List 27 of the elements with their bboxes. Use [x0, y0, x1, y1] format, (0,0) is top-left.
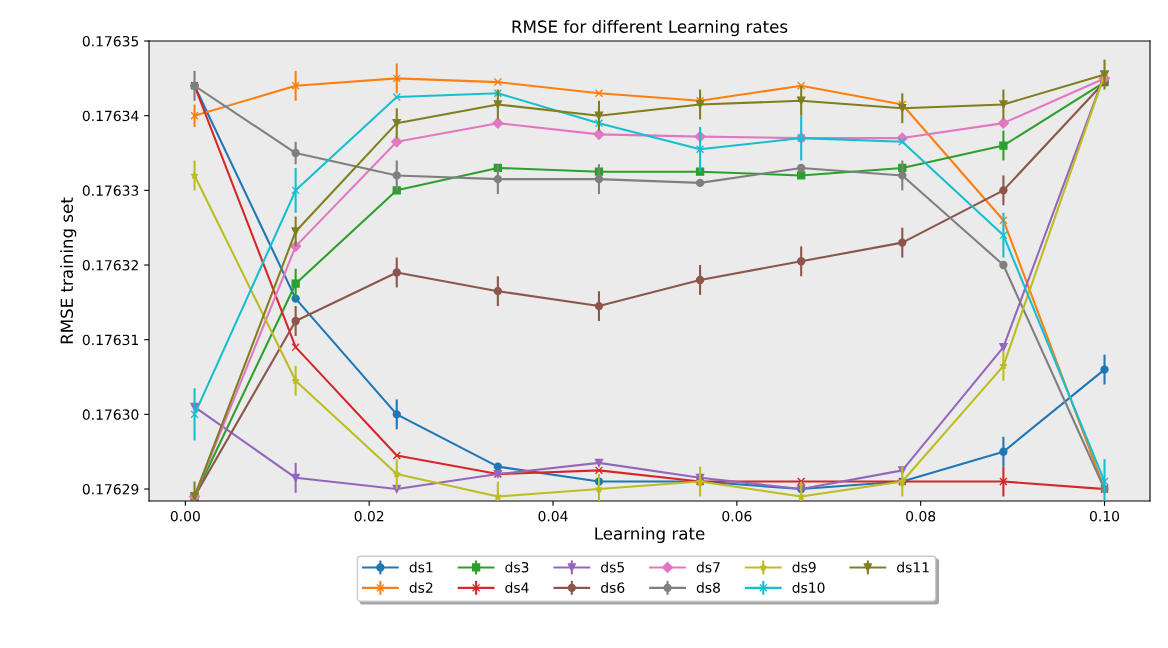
y-axis-title: RMSE training set	[60, 197, 77, 344]
y-tick-label: 0.17630	[82, 409, 139, 420]
x-tick-label: 0.00	[170, 510, 200, 522]
x-tick-label: 0.04	[538, 510, 568, 522]
x-tick-label: 0.08	[906, 510, 936, 522]
x-tick-label: 0.10	[1089, 510, 1120, 522]
legend-label: ds8	[696, 582, 720, 593]
y-tick-label: 0.17631	[82, 334, 139, 346]
x-tick-label: 0.06	[722, 510, 752, 522]
legend-label: ds4	[505, 582, 529, 593]
legend-label: ds3	[505, 561, 529, 573]
legend-label: ds9	[792, 561, 816, 573]
legend-label: ds10	[792, 582, 825, 593]
y-tick-label: 0.17629	[82, 483, 139, 495]
legend-label: ds5	[601, 561, 624, 573]
legend-label: ds6	[601, 582, 625, 593]
y-tick-label: 0.17634	[82, 110, 139, 122]
legend-label: ds2	[409, 582, 433, 593]
legend-label: ds1	[409, 561, 433, 573]
legend-label: ds11	[897, 561, 929, 573]
x-tick-label: 0.02	[354, 510, 384, 522]
y-tick-label: 0.17632	[82, 259, 138, 271]
legend-label: ds7	[696, 561, 720, 573]
y-tick-label: 0.17633	[82, 185, 139, 196]
chart-title: RMSE for different Learning rates	[512, 20, 788, 37]
y-tick-label: 0.17635	[82, 35, 139, 47]
x-axis-title: Learning rate	[595, 526, 705, 544]
